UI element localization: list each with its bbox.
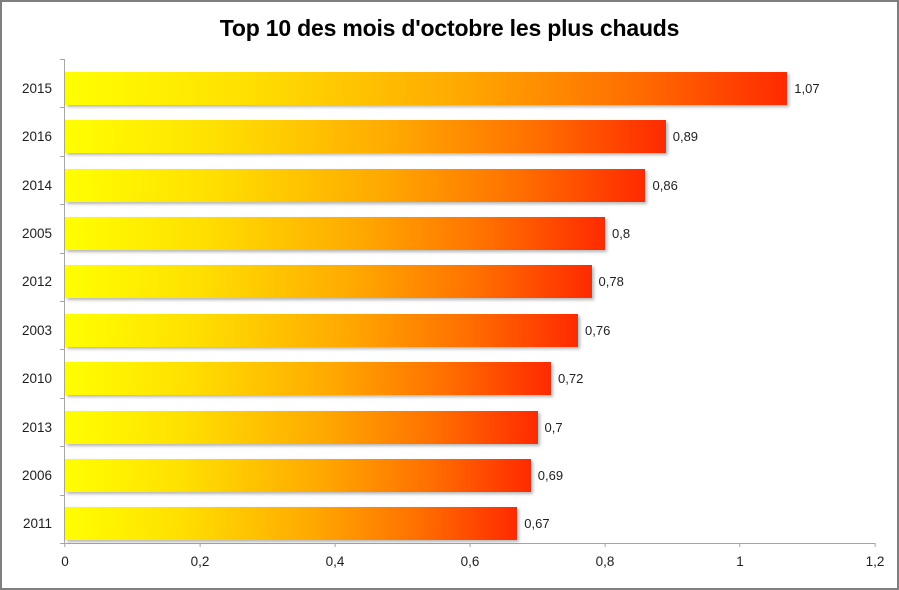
x-tick-mark [604, 543, 606, 547]
bar-row: 2012 0,78 [22, 253, 875, 301]
x-axis-tick: 0 [61, 543, 69, 569]
category-label-2013: 2013 [21, 419, 52, 435]
bar-value-label: 0,72 [558, 371, 584, 387]
y-axis-tick [60, 252, 65, 254]
bar-row: 2010 0,72 [22, 349, 875, 397]
chart-title: Top 10 des mois d'octobre les plus chaud… [219, 15, 680, 41]
bar-row: 2006 0,69 [22, 446, 875, 494]
y-axis-tick [60, 543, 65, 544]
y-axis-tick [60, 155, 65, 157]
category-label-2003: 2003 [21, 322, 52, 338]
bar-row: 2005 0,8 [22, 204, 875, 252]
bar-value-label: 0,69 [537, 468, 564, 484]
x-tick-label: 1,2 [865, 554, 885, 569]
bar-row: 2003 0,76 [22, 301, 875, 349]
y-axis-tick [60, 494, 65, 496]
bar-value-label: 0,78 [598, 274, 624, 290]
x-axis-tick: 0,8 [595, 543, 615, 569]
bar-2013 [65, 410, 538, 444]
x-tick-label: 0,6 [460, 554, 480, 569]
category-label-2005: 2005 [21, 226, 52, 242]
bar-value-label: 0,76 [585, 322, 611, 338]
x-tick-mark [874, 543, 876, 547]
x-axis-tick: 0,2 [190, 543, 210, 569]
bar-row: 2014 0,86 [22, 156, 875, 204]
bar-2016 [65, 120, 666, 154]
x-tick-mark [199, 543, 201, 547]
x-axis-tick: 1,2 [865, 543, 885, 569]
x-axis-tick: 0,6 [460, 543, 480, 569]
plot-area: 2015 1,07 2016 0,89 2014 0,86 2005 0,8 2012 0,78 2… [22, 59, 884, 569]
y-axis-tick [60, 107, 65, 109]
y-axis-tick [60, 446, 65, 448]
category-label-2006: 2006 [21, 468, 52, 484]
bar-2010 [65, 362, 551, 396]
bar-rows: 2015 1,07 2016 0,89 2014 0,86 2005 0,8 2012 0,78 2… [22, 59, 875, 543]
y-axis-tick [60, 301, 65, 302]
bar-2012 [65, 265, 592, 299]
x-tick-mark [334, 543, 336, 547]
bar-2006 [65, 459, 531, 493]
x-tick-label: 0,8 [595, 554, 615, 569]
x-tick-mark [739, 543, 741, 547]
bar-2014 [65, 168, 646, 202]
x-axis-tick: 0,4 [325, 543, 345, 569]
bar-row: 2011 0,67 [23, 495, 875, 543]
x-tick-mark [64, 543, 66, 547]
bar-value-label: 0,89 [672, 129, 699, 145]
bar-2015 [65, 71, 788, 105]
y-axis-tick [60, 59, 65, 60]
x-tick-label: 1 [736, 554, 744, 569]
y-axis-tick [60, 397, 65, 399]
category-label-2014: 2014 [21, 177, 52, 193]
category-label-2010: 2010 [21, 371, 52, 387]
bar-2011 [65, 507, 518, 541]
category-label-2016: 2016 [21, 129, 52, 145]
bar-row: 2016 0,89 [22, 107, 875, 155]
bar-value-label: 0,7 [544, 419, 563, 435]
y-axis-tick [60, 204, 65, 206]
bar-row: 2013 0,7 [22, 398, 875, 446]
bar-value-label: 0,67 [524, 516, 550, 532]
x-tick-label: 0,2 [190, 554, 210, 569]
category-label-2015: 2015 [21, 80, 52, 96]
bar-2005 [65, 217, 605, 251]
bar-row: 2015 1,07 [22, 59, 875, 107]
y-axis-tick [60, 349, 65, 351]
x-tick-mark [469, 543, 471, 547]
bar-2003 [65, 313, 578, 347]
x-axis-tick: 1 [736, 543, 744, 569]
category-label-2012: 2012 [21, 274, 52, 290]
bar-value-label: 0,8 [611, 226, 631, 242]
x-tick-label: 0,4 [325, 554, 345, 569]
category-label-2011: 2011 [22, 516, 52, 532]
bar-value-label: 1,07 [794, 80, 820, 96]
bar-value-label: 0,86 [652, 177, 678, 193]
x-tick-label: 0 [61, 554, 69, 569]
